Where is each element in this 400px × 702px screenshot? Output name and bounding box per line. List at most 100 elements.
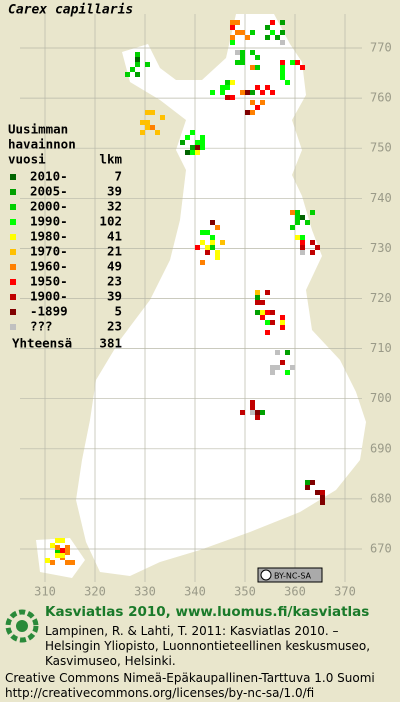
observation (300, 235, 305, 240)
observation (145, 125, 150, 130)
legend-count: 23 (107, 274, 122, 289)
observation (245, 90, 250, 95)
legend-swatch (10, 279, 16, 285)
observation (60, 548, 65, 553)
observation (280, 40, 285, 45)
map: Carex capillaris 770 760 750 740 730 720 710 70… (8, 3, 392, 599)
observation (125, 72, 130, 77)
observation (250, 100, 255, 105)
observation (270, 310, 275, 315)
observation (265, 290, 270, 295)
cc-badge: BY-NC-SA (257, 567, 323, 583)
legend-swatch (10, 324, 16, 330)
legend-swatch (10, 309, 16, 315)
legend-total: 381 (99, 336, 122, 351)
observation (190, 145, 195, 150)
observation (240, 410, 245, 415)
observation (260, 90, 265, 95)
x-grid-label: 330 (134, 585, 156, 599)
legend-label: 2005- (30, 184, 68, 199)
observation (200, 240, 205, 245)
legend-label: 2010- (30, 169, 68, 184)
license-line: Creative Commons Nimeä-Epäkaupallinen-Ta… (5, 671, 375, 685)
site: Kasviatlas 2010, www.luomus.fi/kasviatla… (45, 604, 370, 620)
y-grid-label: 730 (370, 241, 392, 255)
y-grid-label: 750 (370, 141, 392, 155)
legend-swatch (10, 204, 16, 210)
y-grid-label: 770 (370, 41, 392, 55)
observation (180, 140, 185, 145)
observation (210, 240, 215, 245)
observation (240, 55, 245, 60)
observation (235, 60, 240, 65)
observation (260, 100, 265, 105)
legend-swatch (10, 189, 16, 195)
observation (265, 35, 270, 40)
y-grid-label: 670 (370, 542, 392, 556)
observation (280, 315, 285, 320)
observation (285, 80, 290, 85)
observation (155, 130, 160, 135)
observation (210, 235, 215, 240)
observation (235, 50, 240, 55)
observation (205, 230, 210, 235)
observation (65, 545, 70, 550)
observation (270, 20, 275, 25)
observation (260, 300, 265, 305)
legend-swatch (10, 249, 16, 255)
observation (280, 325, 285, 330)
observation (260, 315, 265, 320)
logo-ring (5, 609, 39, 643)
x-grid-label: 320 (84, 585, 106, 599)
observation (250, 400, 255, 405)
title: Carex capillaris (8, 3, 133, 18)
legend-count: 39 (107, 184, 122, 199)
observation (145, 110, 150, 115)
observation (220, 85, 225, 90)
x-grid-label: 360 (284, 585, 306, 599)
observation (185, 135, 190, 140)
observation (285, 370, 290, 375)
y-grid-label: 680 (370, 491, 392, 505)
observation (320, 490, 325, 495)
legend-count: 5 (114, 304, 122, 319)
observation (300, 245, 305, 250)
observation (55, 538, 60, 543)
observation (240, 30, 245, 35)
observation (310, 250, 315, 255)
legend-heading: vuosi (8, 152, 46, 167)
observation (135, 72, 140, 77)
observation (200, 140, 205, 145)
x-grid-label: 370 (334, 585, 356, 599)
observation (295, 215, 300, 220)
observation (255, 85, 260, 90)
observation (250, 65, 255, 70)
observation (255, 415, 260, 420)
legend-label: 1970- (30, 244, 68, 259)
observation (295, 60, 300, 65)
x-grid-label: 350 (234, 585, 256, 599)
observation (185, 150, 190, 155)
observation (200, 145, 205, 150)
observation (275, 350, 280, 355)
observation (150, 125, 155, 130)
observation (260, 310, 265, 315)
legend-count: 23 (107, 319, 122, 334)
observation (130, 67, 135, 72)
observation (230, 80, 235, 85)
observation (215, 255, 220, 260)
observation (195, 140, 200, 145)
legend-label: 1950- (30, 274, 68, 289)
observation (290, 225, 295, 230)
legend-label: 1960- (30, 259, 68, 274)
observation (255, 410, 260, 415)
observation (145, 120, 150, 125)
logo-core (16, 620, 28, 632)
legend-count-heading: lkm (99, 152, 122, 167)
observation (65, 560, 70, 565)
logo (5, 609, 39, 643)
observation (295, 235, 300, 240)
observation (45, 558, 50, 563)
observation (255, 300, 260, 305)
observation (235, 20, 240, 25)
